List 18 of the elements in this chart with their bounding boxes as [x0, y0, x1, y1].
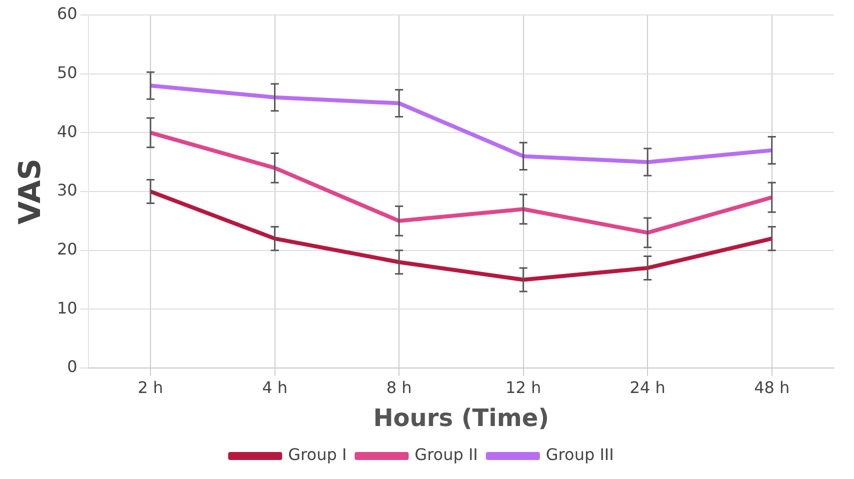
- x-tick-label: 24 h: [630, 378, 666, 397]
- legend-label: Group III: [546, 445, 614, 464]
- legend-label: Group II: [414, 445, 478, 464]
- x-tick-label: 8 h: [386, 378, 412, 397]
- y-tick-label: 60: [57, 4, 78, 24]
- y-axis-title: VAS: [12, 158, 48, 225]
- x-tick-label: 12 h: [506, 378, 542, 397]
- y-tick-label: 10: [57, 298, 78, 318]
- y-tick-label: 40: [57, 122, 78, 141]
- x-tick-label: 2 h: [138, 378, 164, 397]
- y-tick-label: 20: [57, 239, 78, 258]
- legend-label: Group I: [288, 445, 347, 464]
- y-tick-label: 50: [57, 62, 78, 82]
- y-tick-label: 0: [67, 357, 78, 376]
- x-axis-title: Hours (Time): [373, 404, 550, 432]
- x-tick-label: 4 h: [262, 378, 288, 397]
- x-tick-label: 48 h: [754, 378, 790, 397]
- y-tick-label: 30: [57, 180, 78, 200]
